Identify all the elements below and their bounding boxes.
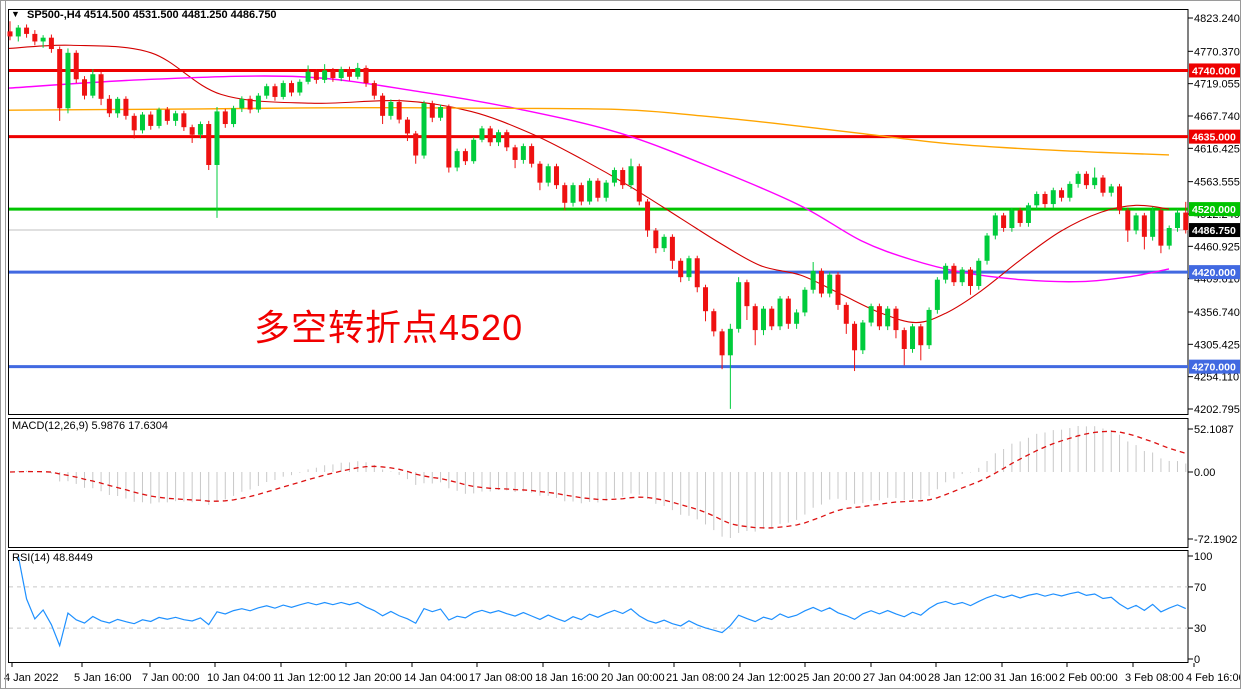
svg-text:14 Jan 04:00: 14 Jan 04:00: [404, 672, 468, 684]
svg-text:4356.740: 4356.740: [1194, 307, 1240, 319]
window-left-groove: [5, 1, 6, 688]
svg-text:4270.000: 4270.000: [1192, 362, 1236, 374]
svg-text:27 Jan 04:00: 27 Jan 04:00: [863, 672, 927, 684]
svg-text:4305.425: 4305.425: [1194, 339, 1240, 351]
svg-text:7 Jan 00:00: 7 Jan 00:00: [142, 672, 200, 684]
svg-text:12 Jan 20:00: 12 Jan 20:00: [338, 672, 402, 684]
rsi-axis: 100 70 30 0: [1188, 551, 1212, 666]
svg-text:-72.1902: -72.1902: [1194, 534, 1237, 546]
rsi-line: [17, 555, 1187, 648]
svg-text:3 Feb 08:00: 3 Feb 08:00: [1125, 672, 1184, 684]
svg-text:0: 0: [1194, 654, 1200, 666]
svg-text:4420.000: 4420.000: [1192, 267, 1236, 279]
mid-ma: [8, 75, 1170, 283]
svg-text:18 Jan 16:00: 18 Jan 16:00: [535, 672, 599, 684]
moving-average-lines: [8, 44, 1170, 324]
svg-text:4616.425: 4616.425: [1194, 143, 1240, 155]
macd-axis: 52.1087 0.00 -72.1902: [1188, 424, 1237, 546]
svg-text:4202.795: 4202.795: [1194, 404, 1240, 416]
svg-text:31 Jan 16:00: 31 Jan 16:00: [994, 672, 1058, 684]
svg-text:2 Feb 00:00: 2 Feb 00:00: [1059, 672, 1118, 684]
macd-signal-line: [9, 430, 1186, 529]
text-annotation: 多空转折点4520: [254, 307, 524, 348]
svg-text:52.1087: 52.1087: [1194, 424, 1234, 436]
svg-text:24 Jan 12:00: 24 Jan 12:00: [732, 672, 796, 684]
chart-title-ohlc: SP500-,H4 4514.500 4531.500 4481.250 448…: [27, 9, 277, 21]
svg-text:4254.110: 4254.110: [1194, 372, 1239, 384]
svg-text:5 Jan 16:00: 5 Jan 16:00: [74, 672, 132, 684]
rsi-level-lines: [9, 586, 1188, 629]
svg-text:4520.000: 4520.000: [1192, 204, 1236, 216]
macd-histogram: [17, 426, 1187, 538]
svg-text:4740.000: 4740.000: [1192, 65, 1236, 77]
svg-text:17 Jan 08:00: 17 Jan 08:00: [469, 672, 533, 684]
svg-text:4 Feb 16:00: 4 Feb 16:00: [1186, 672, 1241, 684]
fast-ma: [8, 44, 1170, 324]
svg-text:0.00: 0.00: [1194, 467, 1215, 479]
svg-text:4719.055: 4719.055: [1194, 79, 1240, 91]
price-badges: 4740.000 4635.000 4520.000 4420.000 4270.000…: [1189, 63, 1240, 374]
svg-text:25 Jan 20:00: 25 Jan 20:00: [797, 672, 861, 684]
svg-text:4460.925: 4460.925: [1194, 241, 1240, 253]
svg-text:4667.740: 4667.740: [1194, 111, 1240, 123]
macd-indicator-label: MACD(12,26,9) 5.9876 17.6304: [12, 420, 168, 432]
svg-text:30: 30: [1194, 623, 1206, 635]
svg-text:70: 70: [1194, 582, 1206, 594]
svg-text:4563.555: 4563.555: [1194, 177, 1240, 189]
svg-text:21 Jan 08:00: 21 Jan 08:00: [666, 672, 730, 684]
svg-text:4635.000: 4635.000: [1192, 132, 1236, 144]
svg-text:20 Jan 00:00: 20 Jan 00:00: [601, 672, 665, 684]
candles-layer: [7, 21, 1189, 409]
collapse-subwindow-icon[interactable]: ▼: [11, 9, 20, 19]
svg-text:28 Jan 12:00: 28 Jan 12:00: [928, 672, 992, 684]
panel-frames: [8, 9, 1189, 663]
horizontal-level-lines: [9, 68, 1188, 369]
svg-text:100: 100: [1194, 551, 1212, 563]
svg-text:4 Jan 2022: 4 Jan 2022: [4, 672, 58, 684]
svg-text:10 Jan 04:00: 10 Jan 04:00: [207, 672, 271, 684]
svg-text:4486.750: 4486.750: [1192, 225, 1236, 237]
svg-text:4823.240: 4823.240: [1194, 13, 1240, 25]
slow-ma: [8, 106, 1170, 156]
time-axis[interactable]: 4 Jan 2022 5 Jan 16:00 7 Jan 00:00 10 Jan 0…: [4, 663, 1241, 684]
rsi-indicator-label: RSI(14) 48.8449: [12, 552, 93, 564]
svg-text:4770.370: 4770.370: [1194, 46, 1240, 58]
svg-text:11 Jan 12:00: 11 Jan 12:00: [273, 672, 336, 684]
